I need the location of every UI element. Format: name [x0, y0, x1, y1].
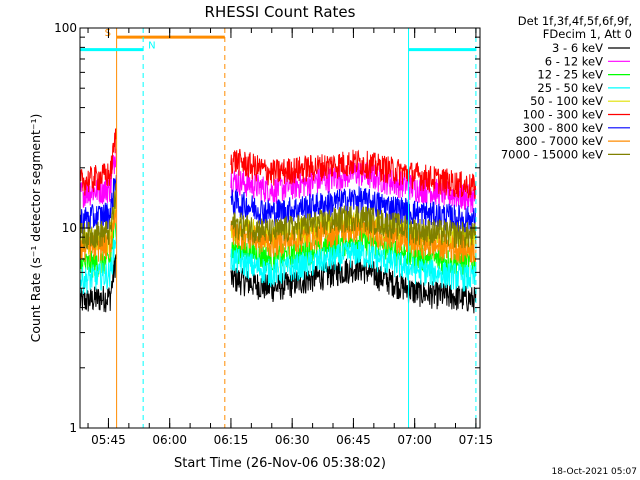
- legend-header-line-2: FDecim 1, Att 0: [543, 27, 632, 41]
- y-axis-label: Count Rate (s⁻¹ detector segment⁻¹): [28, 114, 43, 343]
- series-line: [79, 128, 117, 196]
- legend-label: 300 - 800 keV: [523, 121, 603, 135]
- legend-label: 6 - 12 keV: [545, 54, 603, 68]
- legend-label: 3 - 6 keV: [552, 41, 603, 55]
- legend-label: 800 - 7000 keV: [515, 134, 603, 148]
- legend-entry: 300 - 800 keV: [523, 121, 630, 135]
- series-line: [230, 205, 477, 249]
- generation-date: 18-Oct-2021 05:07: [552, 467, 637, 477]
- x-tick-label: 07:15: [459, 433, 494, 447]
- legend-label: 7000 - 15000 keV: [501, 147, 603, 161]
- x-tick-label: 06:00: [152, 433, 187, 447]
- y-tick-label: 10: [62, 221, 77, 235]
- legend-label: 12 - 25 keV: [537, 68, 603, 82]
- legend-label: 100 - 300 keV: [523, 108, 603, 122]
- x-tick-label: 06:45: [336, 433, 371, 447]
- y-tick-label: 1: [69, 421, 77, 435]
- axis-layer: 1 10 100 05:45 06:00 06:15 06:30 06:45 07:00 07:1…: [54, 21, 493, 447]
- legend-entry: 7000 - 15000 keV: [501, 147, 630, 161]
- legend-label: 25 - 50 keV: [537, 81, 603, 95]
- series-1: [79, 254, 477, 314]
- legend-entry: 50 - 100 keV: [530, 94, 630, 108]
- x-tick-label: 07:00: [397, 433, 432, 447]
- chart-title: RHESSI Count Rates: [205, 3, 356, 21]
- x-tick-label: 05:45: [91, 433, 126, 447]
- y-tick-label: 100: [54, 21, 77, 35]
- night-1-label: N: [148, 41, 155, 52]
- x-axis-label: Start Time (26-Nov-06 05:38:02): [174, 456, 386, 471]
- x-tick-label: 06:30: [275, 433, 310, 447]
- series-line: [230, 240, 477, 292]
- saa-label: S: [105, 28, 111, 39]
- series-9: [79, 183, 477, 250]
- x-tick-label: 06:15: [214, 433, 249, 447]
- series-line: [79, 174, 117, 235]
- series-6: [79, 128, 477, 200]
- series-line: [79, 224, 117, 295]
- legend-entry: 800 - 7000 keV: [515, 134, 630, 148]
- legend-entry: 12 - 25 keV: [537, 68, 630, 82]
- legend-label: 50 - 100 keV: [530, 94, 603, 108]
- legend-entry: 3 - 6 keV: [552, 41, 630, 55]
- series-line: [79, 254, 117, 313]
- series-line: [230, 255, 477, 314]
- series-4: [79, 224, 477, 295]
- series-line: [230, 148, 477, 200]
- legend-entry: 25 - 50 keV: [537, 81, 630, 95]
- data-layer: [79, 128, 477, 314]
- series-line: [79, 183, 117, 250]
- legend-header-line-1: Det 1f,3f,4f,5f,6f,9f,: [518, 14, 632, 28]
- legend-entry: 6 - 12 keV: [545, 54, 630, 68]
- legend-entry: 100 - 300 keV: [523, 108, 630, 122]
- legend: Det 1f,3f,4f,5f,6f,9f, FDecim 1, Att 0 3…: [501, 14, 632, 161]
